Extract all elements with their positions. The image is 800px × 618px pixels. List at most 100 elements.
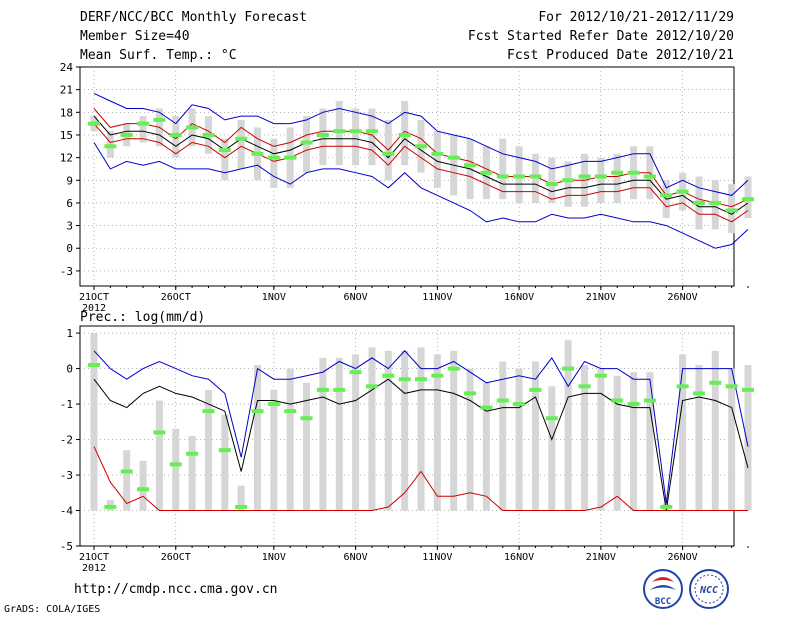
prec-spread-bar [270,389,278,511]
temp-ensemble-marker [545,182,558,187]
prec-spread-bar [466,368,474,511]
temp-spread-bar [352,108,360,166]
temp-ensemble-marker [464,163,477,168]
temp-spread-bar [613,153,621,203]
prec-ensemble-marker [676,384,689,389]
start-date: Fcst Started Refer Date 2012/10/20 [467,29,734,44]
prec-ensemble-marker [709,380,722,385]
prec-ensemble-marker [267,402,280,407]
prec-ensemble-marker [104,504,117,509]
prec-x-tick-label: 1NOV [262,552,286,563]
prec-spread-bar [204,389,212,511]
prec-spread-bar [188,436,196,511]
temp-ensemble-marker [284,155,297,160]
prec-ensemble-marker [382,373,395,378]
temp-ensemble-marker [529,174,542,179]
prec-y-tick-label: 1 [66,327,73,340]
source-url[interactable]: http://cmdp.ncc.cma.gov.cn [74,582,278,597]
temp-ensemble-marker [267,155,280,160]
prec-ensemble-marker [643,398,656,403]
prec-mean-line [93,378,749,511]
temp-spread-bar [221,138,229,181]
prec-y-tick-label: -4 [60,505,74,518]
temp-y-tick-label: 0 [66,242,73,255]
temp-ensemble-marker [496,174,509,179]
temp-ensemble-marker [480,170,493,175]
prec-spread-bar [123,450,131,511]
prec-ensemble-marker [513,402,526,407]
prec-ensemble-marker [660,504,673,509]
prec-ensemble-marker [284,409,297,414]
prec-spread-bar [237,485,245,511]
prec-ensemble-marker [594,373,607,378]
temp-frame [79,66,735,287]
produced-date: Fcst Produced Date 2012/10/21 [507,48,734,63]
chart-title: DERF/NCC/BCC Monthly Forecast [80,10,307,25]
prec-ensemble-marker [333,387,346,392]
prec-spread-bar [401,350,409,511]
prec-ensemble-marker [415,377,427,382]
prec-x-tick-label: 26OCT [161,552,191,563]
prec-spread-bar [564,340,572,511]
prec-x-tick-label: 21OCT [79,552,109,563]
prec-ensemble-marker [300,416,313,421]
prec-ensemble-marker [137,487,150,492]
prec-ensemble-marker [153,430,166,435]
temp-y-tick-label: 9 [66,174,73,187]
prec-spread-bar [711,350,719,511]
temp-ensemble-marker [88,121,100,126]
prec-ensemble-marker [316,387,329,392]
prec-ensemble-marker [480,405,493,410]
prec-spread-bar [254,365,261,511]
temp-y-tick-label: 15 [60,129,73,142]
temp-ensemble-marker [235,136,248,141]
temp-ensemble-marker [300,140,313,145]
ncc-logo: NCC [689,569,729,609]
temp-x-year-label: 2012 [82,303,106,314]
temp-ensemble-marker [513,174,526,179]
temp-ensemble-marker [692,200,705,205]
prec-ensemble-marker [202,409,215,414]
prec-spread-bar [499,361,507,511]
prec-spread-bar [630,372,638,511]
prec-x-tick-label: 16NOV [504,552,534,563]
prec-spread-bar [319,357,327,511]
temp-ensemble-marker [594,174,607,179]
temp-lower-line [93,123,749,223]
prec-spread-bar [90,333,98,511]
prec-spread-bar [597,368,605,511]
variable-label: Mean Surf. Temp.: °C [80,48,237,63]
prec-y-tick-label: -3 [60,469,73,482]
bcc-logo-text: BCC [655,597,671,607]
prec-y-tick-label: -5 [60,540,73,553]
temp-ensemble-marker [186,125,199,130]
prec-spread-bar [531,361,539,511]
prec-spread-bar [548,386,556,511]
prec-spread-bar [384,350,392,511]
temp-y-tick-label: 24 [60,61,74,74]
temp-max-line [93,92,749,196]
temp-min-line [93,142,749,249]
prec-ensemble-marker [169,462,182,467]
temp-ensemble-marker [562,178,575,183]
temp-ensemble-marker [660,193,673,198]
prec-spread-bar [155,400,163,511]
temp-spread-bar [368,108,376,166]
prec-ensemble-marker [88,363,100,368]
temp-ensemble-marker [137,121,150,126]
temp-spread-bar [499,138,507,200]
prec-ensemble-marker [218,448,231,453]
temp-ensemble-marker [382,151,395,156]
prec-ensemble-marker [578,384,591,389]
prec-y-tick-label: -2 [60,434,73,447]
prec-y-tick-label: -1 [60,398,73,411]
prec-ensemble-marker [365,384,378,389]
temp-x-tick-label: 11NOV [422,292,452,303]
prec-spread-bar [352,354,360,511]
temp-ensemble-marker [627,170,640,175]
prec-spread-bar [482,382,490,511]
prec-ensemble-marker [725,384,738,389]
prec-ensemble-marker [120,469,133,474]
temp-spread-bar [139,116,147,143]
temp-ensemble-marker [742,197,754,202]
